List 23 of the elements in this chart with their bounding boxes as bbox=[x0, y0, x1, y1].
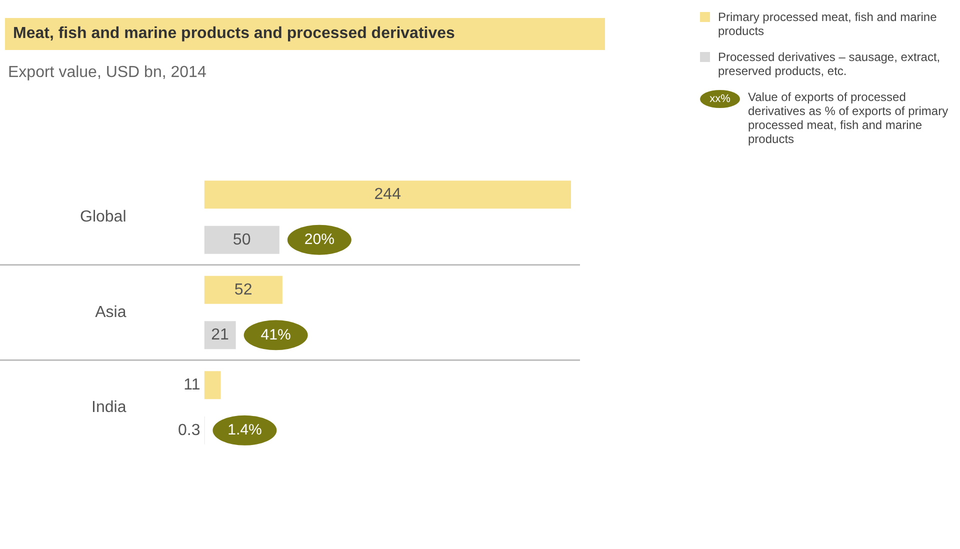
annotation: 41% bbox=[260, 326, 291, 344]
chart-subtitle: Export value, USD bn, 2014 bbox=[8, 64, 206, 82]
data-label: 11 bbox=[184, 376, 200, 394]
chart-title: Meat, fish and marine products and processed derivatives bbox=[5, 18, 605, 50]
y-tick-label: Global bbox=[80, 208, 126, 226]
data-label: 21 bbox=[211, 326, 230, 344]
bar bbox=[204, 321, 236, 350]
data-label: 244 bbox=[374, 186, 402, 204]
data-label: 52 bbox=[234, 281, 252, 298]
y-tick-label: Asia bbox=[95, 304, 126, 321]
data-label: 0.3 bbox=[178, 422, 200, 439]
legend-label: Primary processed meat, fish and marine products bbox=[718, 10, 938, 38]
annotation: 1.4% bbox=[228, 422, 262, 439]
bar bbox=[204, 226, 280, 254]
bar bbox=[204, 371, 221, 400]
annotation: 20% bbox=[304, 231, 334, 248]
y-tick-label: India bbox=[92, 399, 126, 416]
data-label: 50 bbox=[232, 231, 251, 248]
text: Value of exports of processed derivatives as % of exports of primary processed meat, fish and marine products bbox=[748, 90, 950, 146]
bar bbox=[204, 180, 571, 209]
bar bbox=[204, 276, 282, 304]
oval-icon: xx% bbox=[700, 90, 740, 108]
legend-label: Processed derivatives – sausage, extract, preserved products, etc. bbox=[718, 50, 942, 78]
